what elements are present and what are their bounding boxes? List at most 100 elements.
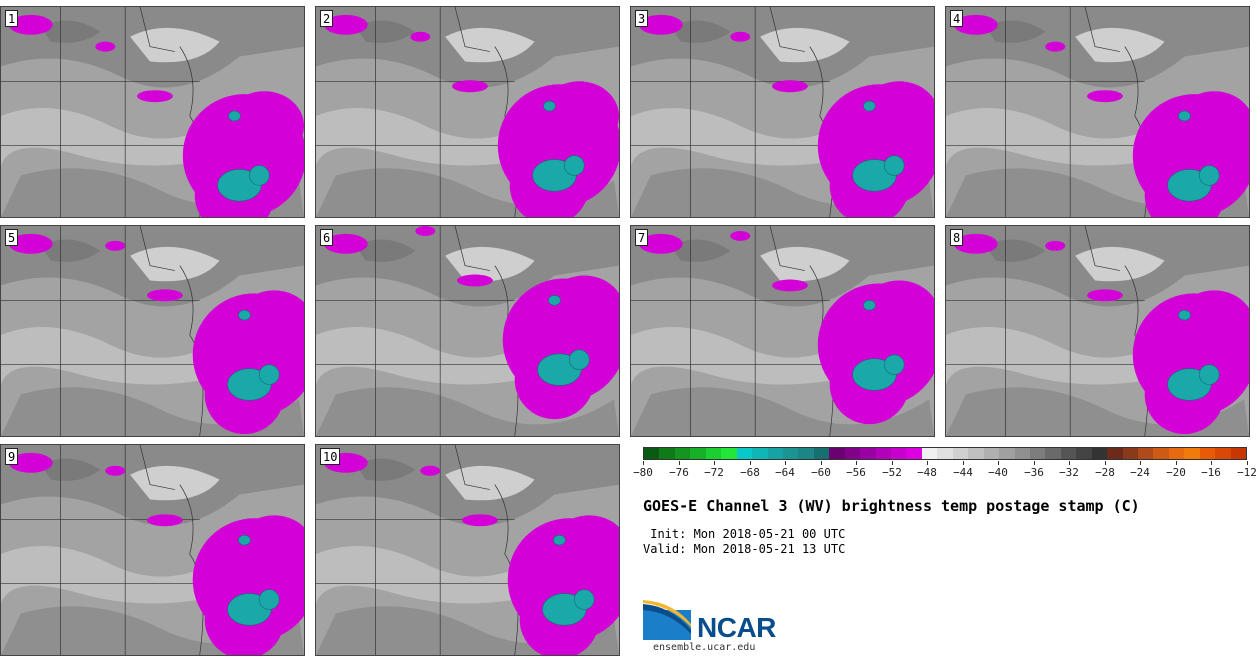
colorbar-tick-label: −36: [1024, 466, 1044, 479]
stamp-panel-1: 1: [0, 6, 305, 218]
ncar-logo-icon: [643, 600, 691, 640]
colorbar-swatch: [844, 448, 861, 459]
colorbar-swatch: [999, 448, 1015, 459]
colorbar-swatch: [659, 448, 675, 459]
colorbar-tick-label: −72: [704, 466, 724, 479]
colorbar-swatch: [921, 448, 938, 459]
colorbar-tick: [856, 461, 857, 465]
colorbar-swatch: [937, 448, 953, 459]
wv-image: [946, 7, 1249, 217]
colorbar-swatch: [952, 448, 969, 459]
colorbar-swatch: [1076, 448, 1092, 459]
colorbar-tick-label: −48: [917, 466, 937, 479]
colorbar-swatch: [1199, 448, 1216, 459]
colorbar-tick-label: −24: [1130, 466, 1150, 479]
valid-time: Valid: Mon 2018-05-21 13 UTC: [643, 542, 846, 556]
wv-image: [1, 7, 304, 217]
colorbar-tick: [714, 461, 715, 465]
stamp-panel-9: 9: [0, 444, 305, 656]
colorbar-swatch: [736, 448, 753, 459]
panel-number: 1: [5, 10, 19, 27]
colorbar-swatch: [690, 448, 706, 459]
panel-number: 7: [635, 229, 649, 246]
stamp-panel-7: 7: [630, 225, 935, 437]
logo-url: ensemble.ucar.edu: [653, 642, 756, 653]
colorbar-tick: [998, 461, 999, 465]
colorbar-tick-label: −56: [846, 466, 866, 479]
colorbar-swatch: [1230, 448, 1247, 459]
colorbar-swatch: [1138, 448, 1154, 459]
colorbar-tick-label: −28: [1095, 466, 1115, 479]
colorbar-tick: [679, 461, 680, 465]
colorbar-tick-label: −60: [811, 466, 831, 479]
colorbar-swatch: [1184, 448, 1200, 459]
wv-image: [316, 226, 619, 436]
colorbar-tick: [1211, 461, 1212, 465]
colorbar-tick: [1034, 461, 1035, 465]
stamp-panel-6: 6: [315, 225, 620, 437]
panel-number: 6: [320, 229, 334, 246]
colorbar-tick-label: −44: [953, 466, 973, 479]
wv-image: [631, 7, 934, 217]
panel-number: 8: [950, 229, 964, 246]
colorbar-ticks: −80 −76 −72 −68 −64 −60 −56 −52 −48 −44 −40 −36 −32 −…: [633, 461, 1257, 481]
colorbar-swatch: [1029, 448, 1046, 459]
colorbar-swatch: [674, 448, 691, 459]
wv-image: [316, 445, 619, 655]
panel-number: 4: [950, 10, 964, 27]
colorbar-tick-label: −68: [740, 466, 760, 479]
colorbar-swatch: [968, 448, 984, 459]
colorbar-tick: [1176, 461, 1177, 465]
colorbar-tick: [1105, 461, 1106, 465]
plot-title: GOES-E Channel 3 (WV) brightness temp po…: [643, 497, 1140, 515]
wv-image: [1, 226, 304, 436]
colorbar-swatch: [1107, 448, 1123, 459]
wv-image: [316, 7, 619, 217]
colorbar-swatch: [721, 448, 737, 459]
stamp-panel-10: 10: [315, 444, 620, 656]
colorbar-swatch: [1045, 448, 1061, 459]
panel-number: 3: [635, 10, 649, 27]
stamp-panel-3: 3: [630, 6, 935, 218]
colorbar-swatch: [1060, 448, 1077, 459]
wv-image: [1, 445, 304, 655]
colorbar-tick: [963, 461, 964, 465]
colorbar: [643, 447, 1247, 460]
colorbar-swatch: [1168, 448, 1185, 459]
colorbar-swatch: [798, 448, 814, 459]
colorbar-swatch: [1014, 448, 1030, 459]
colorbar-tick-label: −64: [775, 466, 795, 479]
colorbar-tick: [785, 461, 786, 465]
colorbar-swatch: [1153, 448, 1169, 459]
stamp-panel-4: 4: [945, 6, 1250, 218]
colorbar-tick: [643, 461, 644, 465]
colorbar-swatch: [752, 448, 768, 459]
panel-number: 9: [5, 448, 19, 465]
init-time: Init: Mon 2018-05-21 00 UTC: [643, 527, 846, 541]
stamp-panel-8: 8: [945, 225, 1250, 437]
colorbar-tick: [927, 461, 928, 465]
colorbar-swatch: [906, 448, 922, 459]
colorbar-tick: [821, 461, 822, 465]
wv-image: [631, 226, 934, 436]
colorbar-tick: [1140, 461, 1141, 465]
stamp-panel-5: 5: [0, 225, 305, 437]
colorbar-swatch: [875, 448, 891, 459]
colorbar-swatch: [813, 448, 830, 459]
panel-number: 10: [320, 448, 341, 465]
panel-number: 5: [5, 229, 19, 246]
colorbar-tick-label: −80: [633, 466, 653, 479]
colorbar-tick-label: −76: [669, 466, 689, 479]
wv-image: [946, 226, 1249, 436]
colorbar-tick: [750, 461, 751, 465]
stamp-panel-2: 2: [315, 6, 620, 218]
colorbar-tick-label: −52: [882, 466, 902, 479]
colorbar-swatch: [705, 448, 722, 459]
colorbar-tick: [1247, 461, 1248, 465]
colorbar-tick-label: −20: [1166, 466, 1186, 479]
colorbar-swatch: [891, 448, 907, 459]
colorbar-swatch: [860, 448, 876, 459]
colorbar-swatch: [1215, 448, 1231, 459]
colorbar-swatch: [1122, 448, 1138, 459]
colorbar-tick-label: −12: [1237, 466, 1257, 479]
